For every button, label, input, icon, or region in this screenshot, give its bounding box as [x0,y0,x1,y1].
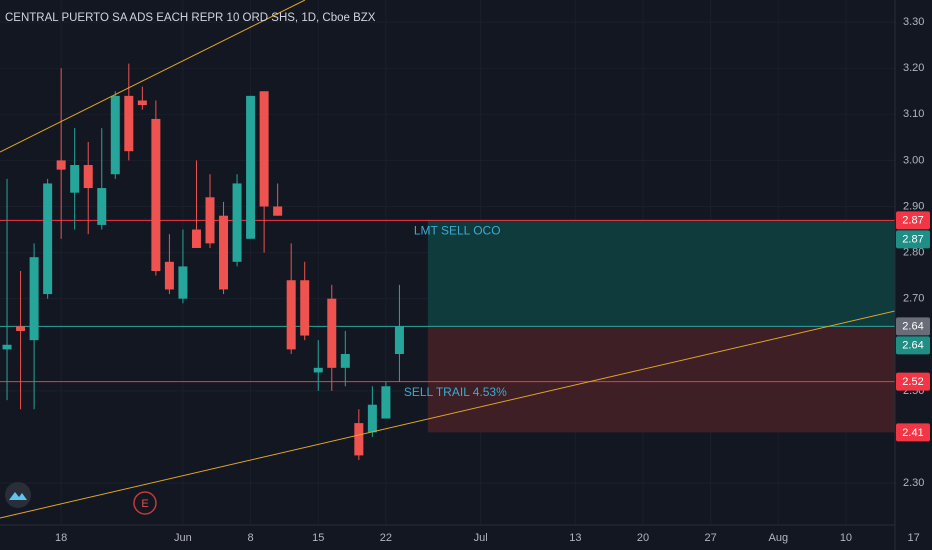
x-tick-label: 27 [705,532,717,544]
y-tick-label: 2.90 [903,200,924,212]
candle-body [381,386,391,419]
price-label-box [896,211,930,230]
x-tick-label: 18 [55,532,67,544]
price-label: 2.52 [902,376,923,388]
candle-body [300,280,310,336]
price-label: 2.87 [902,234,923,246]
candle-body [232,183,242,262]
candle-body [83,165,93,189]
logo [5,482,31,508]
earnings-circle [133,491,157,515]
candle-body [394,326,404,354]
price-label-box [896,336,930,355]
candle-body [70,165,80,193]
candle-body [178,266,188,299]
candle-body [56,160,66,170]
x-tick-label: Aug [769,532,789,544]
price-label-box [896,317,930,336]
x-tick-label: 22 [380,532,392,544]
chart-title: CENTRAL PUERTO SA ADS EACH REPR 10 ORD S… [5,12,376,24]
y-tick-label: 3.20 [903,62,924,74]
x-tick-label: 8 [248,532,254,544]
x-tick-label: 10 [840,532,852,544]
candle-body [2,344,12,350]
x-tick-label: Jun [174,532,192,544]
candle-body [246,95,256,239]
price-label: 2.64 [902,340,923,352]
candle-body [367,404,377,433]
price-label-box [896,372,930,391]
y-tick-label: 3.10 [903,108,924,120]
order-annotation: LMT SELL OCO [414,223,501,237]
candle-body [313,367,323,373]
trend-line [0,310,896,519]
x-tick-label: 17 [907,532,919,544]
earnings-marker: E [141,498,148,510]
order-annotation: SELL TRAIL 4.53% [404,385,507,399]
candle-body [273,206,283,216]
candle-body [151,118,161,272]
candle-body [29,257,39,341]
trend-line [0,0,306,153]
candle-body [16,326,26,331]
logo-circle [5,482,31,508]
logo-shape [9,492,27,500]
x-tick-label: 13 [569,532,581,544]
price-label-box [896,230,930,249]
loss-zone [427,326,895,433]
candle-body [219,215,229,290]
price-label: 2.87 [902,215,923,227]
candle-body [327,298,337,368]
y-tick-label: 2.80 [903,246,924,258]
x-tick-label: 15 [312,532,324,544]
candle-body [191,229,201,248]
candle-body [354,423,364,456]
candle-body [43,183,53,295]
y-tick-label: 2.70 [903,293,924,305]
x-tick-label: 20 [637,532,649,544]
profit-zone [427,220,895,327]
candle-body [124,95,134,152]
candle-body [164,261,174,290]
candle-body [205,197,215,244]
candle-body [340,353,350,368]
price-label: 2.64 [902,321,923,333]
candle-body [259,91,269,207]
candle-body [97,188,107,225]
candle-body [137,100,147,106]
price-label-box [896,423,930,442]
candle-body [286,280,296,350]
y-tick-label: 3.30 [903,16,924,28]
price-label: 2.41 [902,427,923,439]
x-tick-label: Jul [474,532,488,544]
y-tick-label: 3.00 [903,154,924,166]
y-tick-label: 2.30 [903,477,924,489]
candle-body [110,95,120,175]
